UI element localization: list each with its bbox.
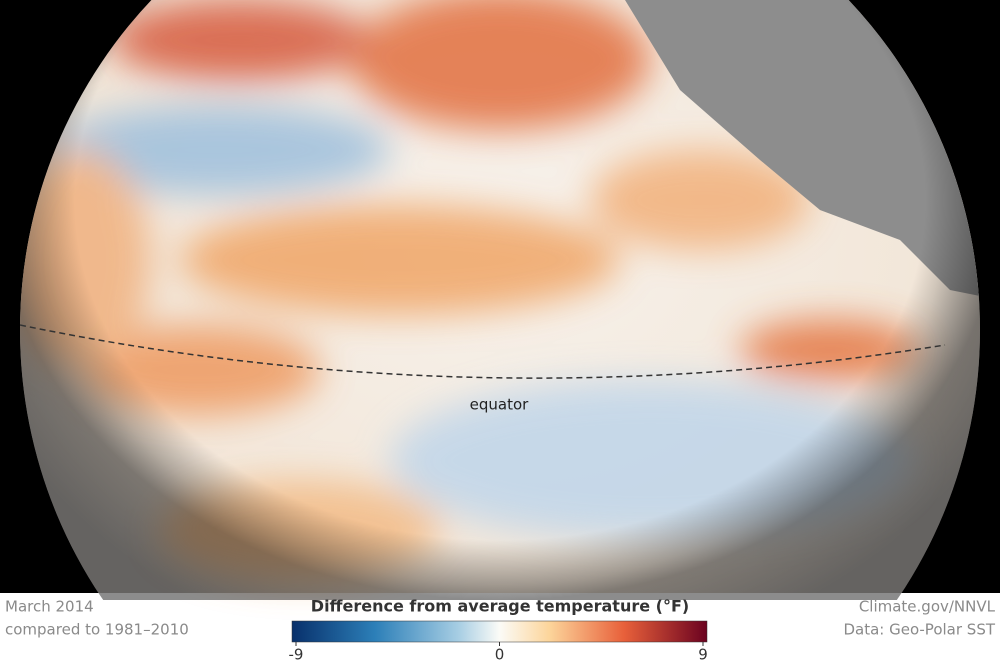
globe: [20, 0, 980, 600]
legend-title: Difference from average temperature (°F): [311, 597, 689, 616]
colorbar-ticks: -9 0 9: [289, 642, 708, 664]
tick-label: -9: [289, 646, 304, 664]
baseline: compared to 1981–2010: [5, 621, 189, 639]
source: Data: Geo-Polar SST: [843, 621, 995, 639]
date: March 2014: [5, 598, 94, 616]
tick-label: 9: [698, 646, 708, 664]
tick-label: 0: [495, 646, 505, 664]
equator-line: [20, 324, 946, 379]
equator-label: equator: [470, 396, 530, 414]
colorbar: [291, 620, 708, 643]
credit: Climate.gov/NNVL: [859, 598, 996, 616]
